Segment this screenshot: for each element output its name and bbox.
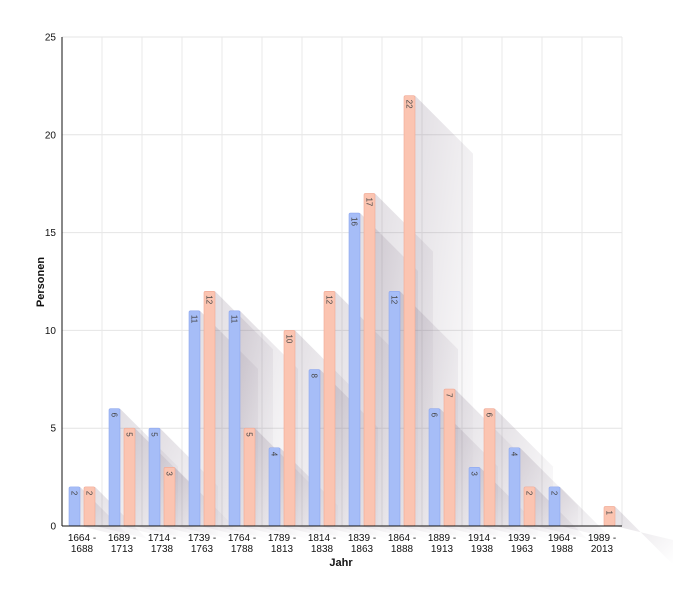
bar — [603, 506, 616, 527]
x-tick-label: 1789 -1813 — [268, 533, 296, 555]
y-tick-label: 5 — [50, 424, 56, 435]
bar-value-label: 8 — [310, 374, 319, 379]
bar-value-label: 12 — [325, 295, 334, 304]
x-tick-label: 1814 -1838 — [308, 533, 336, 555]
bar-value-label: 2 — [85, 491, 94, 496]
bar — [403, 95, 416, 527]
bar-value-label: 6 — [485, 413, 494, 418]
bar — [348, 212, 361, 527]
bars — [68, 95, 616, 527]
bar — [283, 330, 296, 527]
x-tick-label: 1689 -1713 — [108, 533, 136, 555]
bar-shadow — [560, 486, 618, 545]
bar-value-label: 12 — [390, 295, 399, 304]
bar-value-label: 3 — [470, 471, 479, 476]
bar-value-label: 12 — [205, 295, 214, 304]
bar-value-label: 4 — [510, 452, 519, 457]
bar — [388, 290, 401, 527]
bar-shadow — [615, 506, 673, 565]
bar — [203, 290, 216, 527]
x-tick-label: 1839 -1863 — [348, 533, 376, 555]
bar — [468, 467, 481, 527]
y-tick-label: 10 — [45, 326, 57, 337]
x-tick-label: 1889 -1913 — [428, 533, 456, 555]
x-tick-label: 1764 -1788 — [228, 533, 256, 555]
bar-value-label: 11 — [190, 315, 199, 324]
bar-value-label: 2 — [70, 491, 79, 496]
bar — [163, 467, 176, 527]
bar-value-label: 6 — [430, 413, 439, 418]
bar — [108, 408, 121, 527]
bar-value-label: 11 — [230, 315, 239, 324]
bar — [323, 290, 336, 527]
x-tick-label: 1664 -1688 — [68, 533, 96, 555]
bar-value-label: 2 — [550, 491, 559, 496]
bar — [243, 427, 256, 527]
bar-value-label: 3 — [165, 471, 174, 476]
bar-value-label: 5 — [125, 432, 134, 437]
x-tick-label: 1939 -1963 — [508, 533, 536, 555]
bar-value-label: 1 — [605, 510, 614, 515]
bar-value-label: 10 — [285, 334, 294, 343]
y-tick-label: 0 — [50, 522, 56, 533]
x-tick-label: 1864 -1888 — [388, 533, 416, 555]
y-tick-label: 25 — [45, 33, 57, 44]
bar — [148, 427, 161, 527]
bar-value-label: 7 — [445, 393, 454, 398]
bar — [123, 427, 136, 527]
x-tick-label: 1989 -2013 — [588, 533, 616, 555]
bar — [508, 447, 521, 527]
x-tick-label: 1714 -1738 — [148, 533, 176, 555]
x-tick-label: 1964 -1988 — [548, 533, 576, 555]
bar-value-label: 2 — [525, 491, 534, 496]
bar — [188, 310, 201, 527]
bar-value-label: 5 — [150, 432, 159, 437]
y-tick-label: 15 — [45, 228, 57, 239]
bar-value-label: 22 — [405, 100, 414, 109]
bar — [228, 310, 241, 527]
bar-value-label: 6 — [110, 413, 119, 418]
x-tick-label: 1914 -1938 — [468, 533, 496, 555]
bar — [483, 408, 496, 527]
bar — [428, 408, 441, 527]
bar — [363, 193, 376, 527]
bar-value-label: 16 — [350, 217, 359, 226]
y-tick-label: 20 — [45, 130, 57, 141]
x-axis-title: Jahr — [329, 557, 353, 569]
bar — [308, 369, 321, 527]
y-axis-title: Personen — [35, 257, 47, 307]
bar-value-label: 17 — [365, 197, 374, 206]
bar — [268, 447, 281, 527]
bar — [443, 388, 456, 527]
bar-value-label: 4 — [270, 452, 279, 457]
axes — [61, 37, 622, 527]
x-tick-label: 1739 -1763 — [188, 533, 216, 555]
bar-value-label: 5 — [245, 432, 254, 437]
